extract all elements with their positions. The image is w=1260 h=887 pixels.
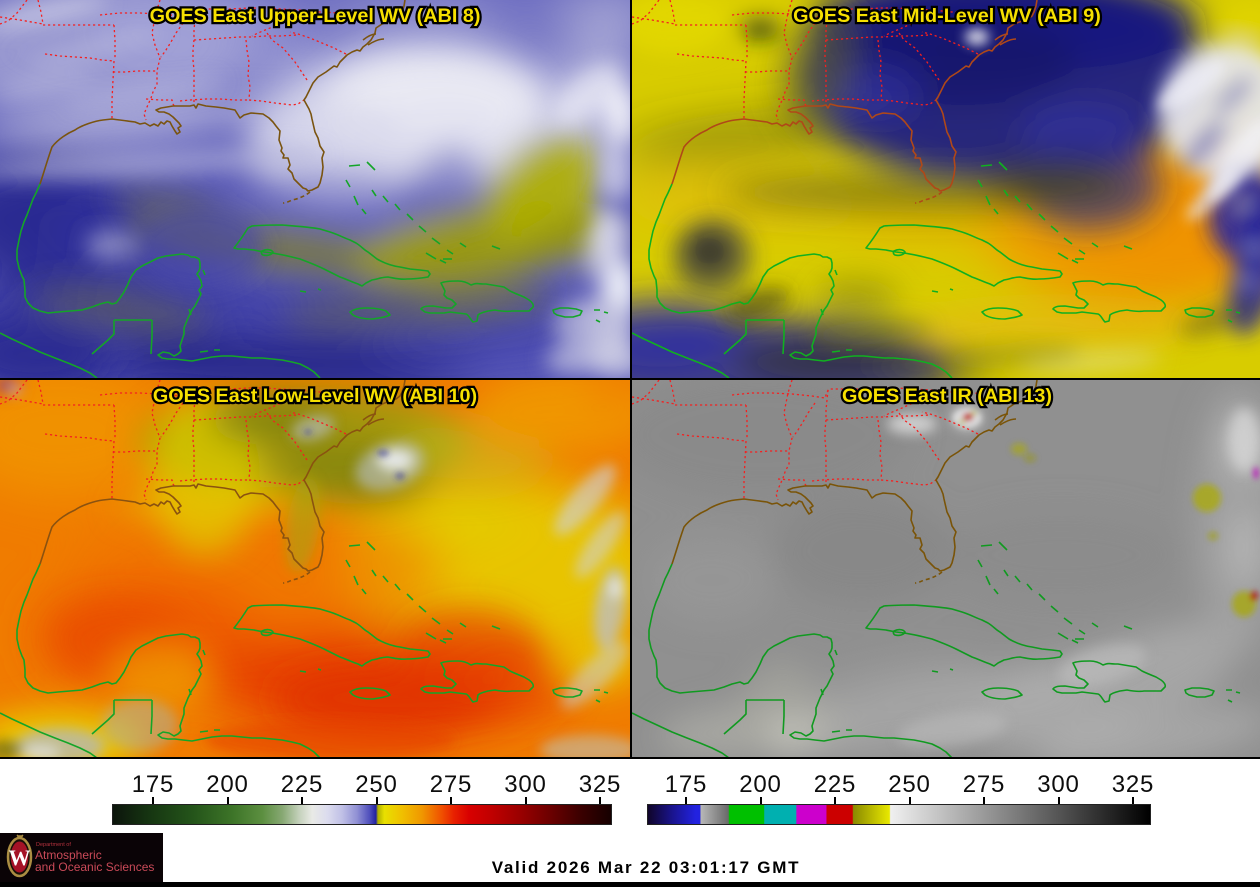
svg-text:GOES East Low-Level WV (ABI 10: GOES East Low-Level WV (ABI 10)	[153, 385, 477, 407]
svg-text:GOES East Upper-Level WV (ABI: GOES East Upper-Level WV (ABI 8)	[150, 5, 481, 27]
svg-text:W: W	[9, 845, 31, 870]
svg-text:Department of: Department of	[36, 842, 71, 848]
svg-text:GOES East IR (ABI 13): GOES East IR (ABI 13)	[842, 385, 1052, 407]
svg-text:GOES East Mid-Level WV (ABI 9): GOES East Mid-Level WV (ABI 9)	[793, 5, 1101, 27]
svg-text:Atmospheric: Atmospheric	[35, 848, 102, 862]
svg-text:and Oceanic Sciences: and Oceanic Sciences	[35, 860, 154, 874]
